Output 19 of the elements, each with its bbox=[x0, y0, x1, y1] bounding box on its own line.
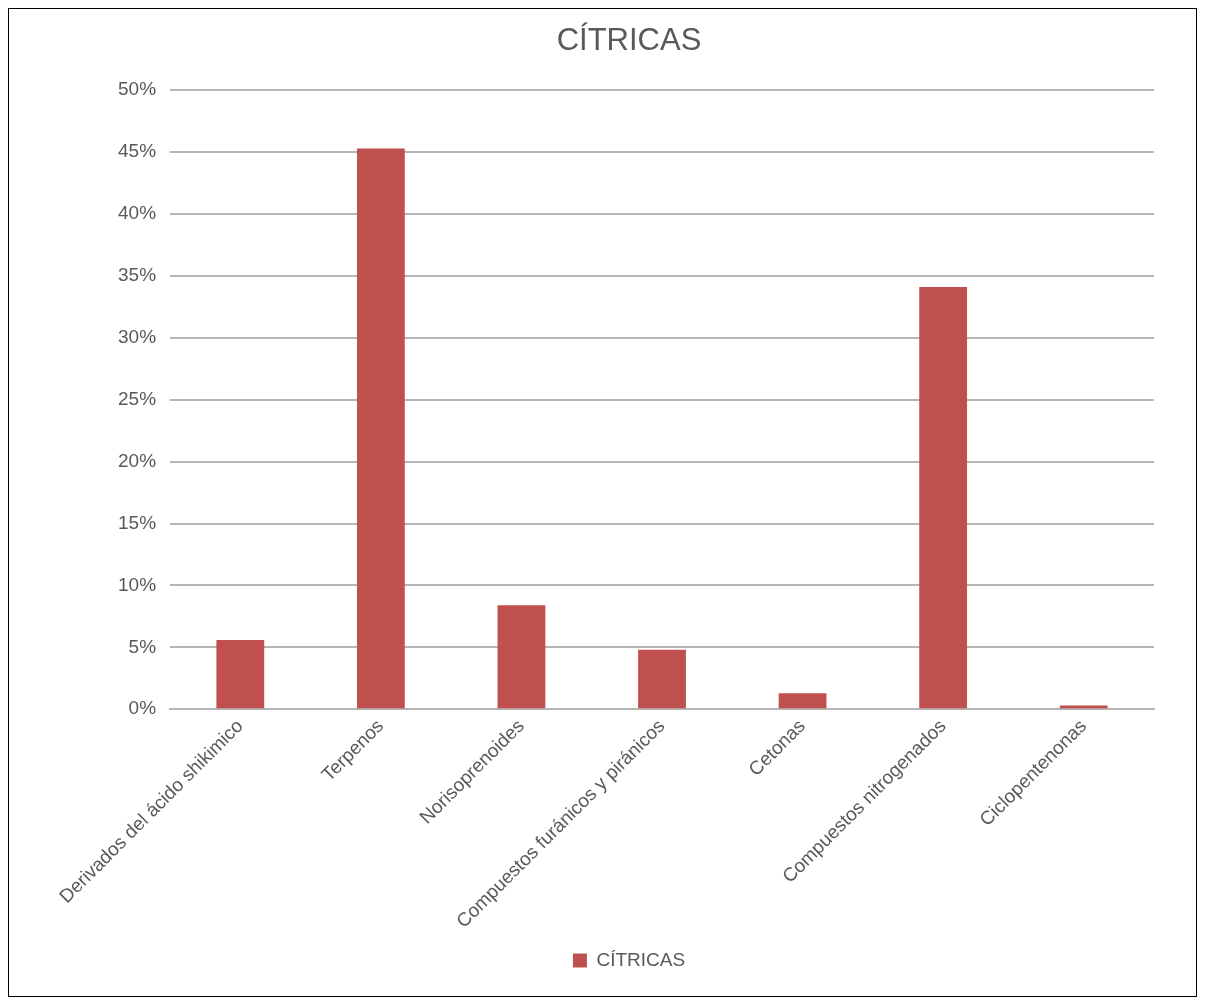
bar bbox=[356, 148, 405, 709]
bar bbox=[216, 639, 265, 709]
bar bbox=[919, 287, 968, 709]
bar bbox=[497, 605, 546, 709]
chart-title: CÍTRICAS bbox=[556, 22, 702, 58]
bar bbox=[778, 693, 827, 709]
y-tick-label: 15% bbox=[118, 511, 157, 533]
y-tick-label: 40% bbox=[118, 202, 157, 224]
y-tick-label: 0% bbox=[128, 697, 157, 719]
y-tick-label: 35% bbox=[118, 264, 157, 286]
y-tick-label: 10% bbox=[118, 573, 157, 595]
legend-label: CÍTRICAS bbox=[596, 948, 686, 970]
y-tick-label: 45% bbox=[118, 140, 157, 162]
y-tick-label: 5% bbox=[128, 635, 157, 657]
y-tick-label: 30% bbox=[118, 326, 157, 348]
y-tick-label: 50% bbox=[118, 78, 157, 100]
y-tick-label: 20% bbox=[118, 449, 157, 471]
bar bbox=[638, 649, 686, 709]
y-tick-label: 25% bbox=[118, 387, 157, 409]
